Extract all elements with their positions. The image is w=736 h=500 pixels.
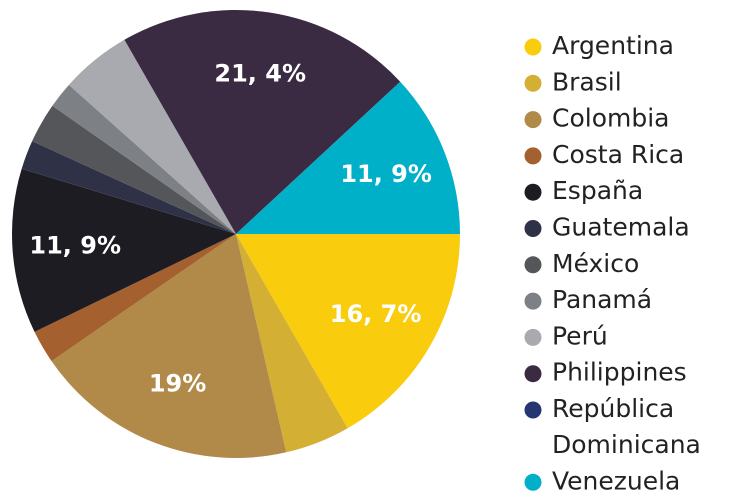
pie-slice [34,234,237,362]
pie-slice [124,10,401,235]
legend-swatch [524,183,542,201]
legend-label: España [552,176,643,205]
legend-swatch [524,473,542,491]
pie-slice [68,39,236,235]
legend-label: Perú [552,321,608,350]
legend-swatch [524,147,542,165]
legend-label: Panamá [552,285,652,314]
value-label: 11, 9% [29,232,121,260]
value-label: 19% [149,369,206,397]
legend-swatch [524,220,542,237]
legend-swatch [524,328,542,346]
legend-label: República Dominicana [552,394,701,459]
legend-label: México [552,249,639,278]
pie-slice [11,168,236,332]
legend-label: Venezuela [552,466,680,495]
pie-slice [236,81,460,234]
legend-swatch [524,401,542,419]
pie-slice [236,234,460,429]
pie-slice [32,105,236,234]
pie-slice [51,234,287,458]
legend-label: Guatemala [552,213,690,242]
legend-label: Costa Rica [552,140,684,169]
legend-label: Argentina [552,31,674,60]
legend-swatch [524,365,542,383]
legend-swatch [524,111,542,129]
legend-label: Philippines [552,358,687,387]
pie-slice [21,141,236,234]
value-label: 16, 7% [330,300,422,328]
value-label: 11, 9% [340,160,432,188]
legend-swatch [524,74,542,92]
pie-slice [236,234,348,453]
value-label: 21, 4% [214,60,306,88]
legend-swatch [524,256,542,274]
legend-label: Brasil [552,67,622,96]
legend-label: Colombia [552,104,669,133]
pie-slice [52,84,237,234]
legend-swatch [524,292,542,310]
legend-swatch [524,38,542,56]
